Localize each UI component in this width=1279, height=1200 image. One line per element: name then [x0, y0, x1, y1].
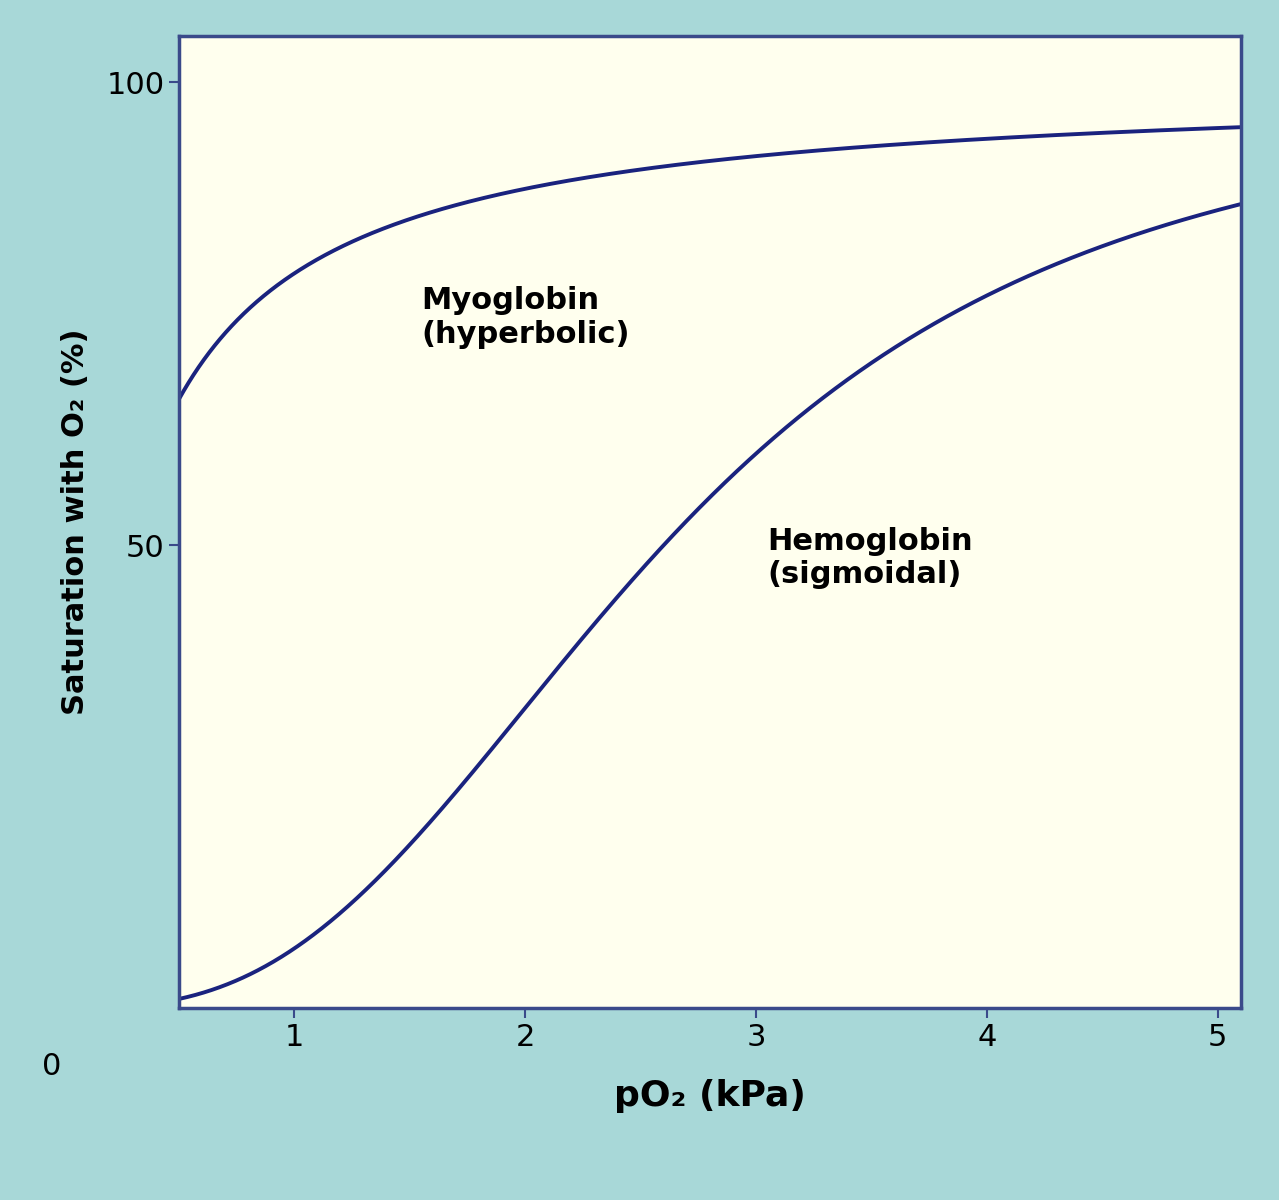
X-axis label: pO₂ (kPa): pO₂ (kPa) — [614, 1079, 806, 1114]
Y-axis label: Saturation with O₂ (%): Saturation with O₂ (%) — [60, 329, 90, 715]
Text: 0: 0 — [42, 1052, 61, 1081]
Text: Hemoglobin
(sigmoidal): Hemoglobin (sigmoidal) — [767, 527, 973, 589]
Text: Myoglobin
(hyperbolic): Myoglobin (hyperbolic) — [421, 286, 629, 348]
